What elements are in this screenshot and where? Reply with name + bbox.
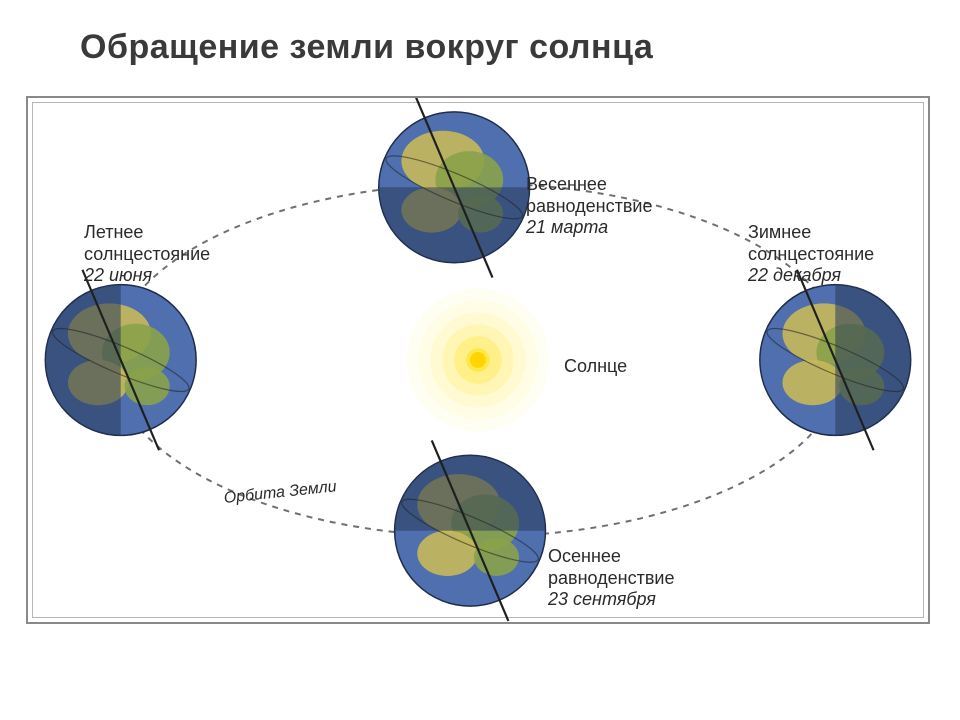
label-sun: Солнце	[564, 356, 627, 377]
label-line: Весеннее	[526, 174, 607, 194]
page-title: Обращение земли вокруг солнца	[80, 28, 653, 67]
label-line: равноденствие	[548, 568, 674, 588]
orbit-diagram	[28, 98, 928, 622]
globe-summer-solstice	[45, 270, 196, 451]
label-line: солнцестояние	[84, 244, 210, 264]
label-spring-equinox: Весеннее равноденствие 21 марта	[526, 174, 652, 239]
label-line: Осеннее	[548, 546, 621, 566]
label-date: 22 июня	[84, 265, 152, 285]
diagram-frame: Летнее солнцестояние 22 июня Весеннее ра…	[26, 96, 930, 624]
label-date: 22 декабря	[748, 265, 841, 285]
label-date: 21 марта	[526, 217, 608, 237]
label-line: Летнее	[84, 222, 143, 242]
label-summer-solstice: Летнее солнцестояние 22 июня	[84, 222, 210, 287]
label-line: равноденствие	[526, 196, 652, 216]
globe-spring-equinox	[379, 98, 530, 278]
label-line: Зимнее	[748, 222, 811, 242]
globe-autumn-equinox	[395, 440, 546, 621]
label-date: 23 сентября	[548, 589, 656, 609]
label-line: солнцестояние	[748, 244, 874, 264]
label-autumn-equinox: Осеннее равноденствие 23 сентября	[548, 546, 674, 611]
sun-icon	[407, 289, 550, 432]
label-winter-solstice: Зимнее солнцестояние 22 декабря	[748, 222, 874, 287]
globe-winter-solstice	[760, 270, 911, 451]
